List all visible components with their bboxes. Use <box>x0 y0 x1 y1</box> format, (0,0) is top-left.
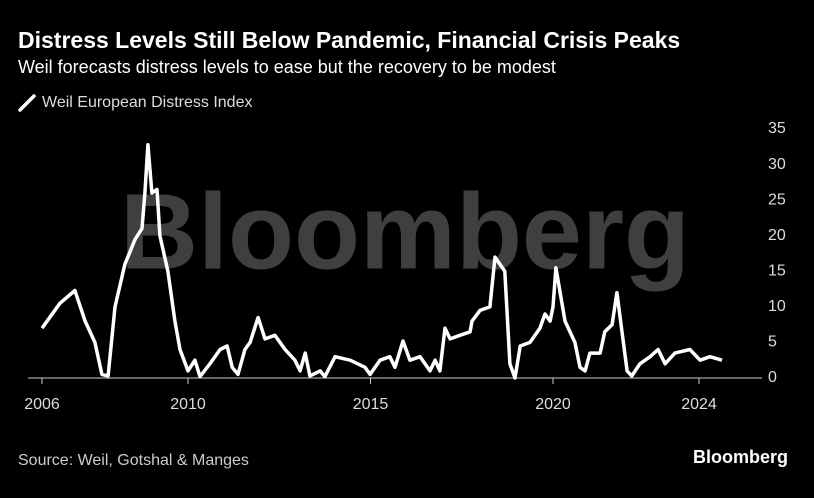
y-tick-label: 5 <box>768 334 777 351</box>
series-line <box>40 142 723 380</box>
y-tick-label: 30 <box>768 156 786 173</box>
x-tick-label: 2024 <box>681 396 717 413</box>
brand-logo: Bloomberg <box>693 447 788 467</box>
y-tick-label: 25 <box>768 191 786 208</box>
y-tick-label: 35 <box>768 120 786 137</box>
x-tick-label: 2015 <box>353 396 389 413</box>
chart-subtitle: Weil forecasts distress levels to ease b… <box>18 57 556 77</box>
x-tick-label: 2020 <box>535 396 571 413</box>
x-tick-label: 2006 <box>24 396 60 413</box>
legend-swatch <box>18 94 36 112</box>
y-tick-label: 20 <box>768 227 786 244</box>
y-tick-label: 10 <box>768 298 786 315</box>
source: Source: Weil, Gotshal & Manges <box>18 452 249 469</box>
legend-label: Weil European Distress Index <box>42 94 252 111</box>
y-tick-label: 15 <box>768 263 786 280</box>
y-tick-label: 0 <box>768 369 777 386</box>
chart-title: Distress Levels Still Below Pandemic, Fi… <box>18 27 680 53</box>
watermark: Bloomberg <box>120 171 690 292</box>
x-tick-label: 2010 <box>170 396 206 413</box>
